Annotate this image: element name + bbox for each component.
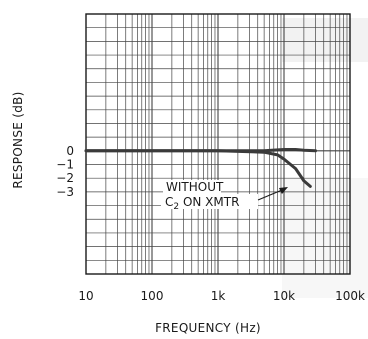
x-tick-label: 1k <box>211 289 226 303</box>
annotation-c: C <box>165 195 173 209</box>
x-tick-label: 100 <box>141 289 164 303</box>
plot-frame <box>85 13 351 275</box>
y-tick-labels: 0−1−2−3 <box>56 144 74 199</box>
y-tick-label: −3 <box>56 185 74 199</box>
annotation-arrow-line <box>257 189 283 201</box>
x-tick-labels: 10 100 1k 10k 100k <box>78 289 365 303</box>
annotation-background <box>161 180 258 209</box>
x-axis-title: FREQUENCY (Hz) <box>155 321 261 335</box>
y-axis-title: RESPONSE (dB) <box>11 91 25 188</box>
series-layer <box>84 148 317 188</box>
series-without-c2-line <box>84 149 312 188</box>
annotation-arrowhead <box>279 187 288 194</box>
annotation-line-1: WITHOUT <box>166 180 224 194</box>
x-tick-label: 10k <box>273 289 295 303</box>
y-tick-label: −1 <box>56 158 74 172</box>
annotation-subscript: 2 <box>173 202 179 212</box>
grid-lines <box>86 14 350 274</box>
annotation-line-2: C2 ON XMTR <box>165 195 239 212</box>
x-tick-label: 100k <box>335 289 365 303</box>
y-tick-label: 0 <box>66 144 74 158</box>
y-tick-label: −2 <box>56 171 74 185</box>
x-tick-label: 10 <box>78 289 93 303</box>
annotation-rest: ON XMTR <box>179 195 239 209</box>
